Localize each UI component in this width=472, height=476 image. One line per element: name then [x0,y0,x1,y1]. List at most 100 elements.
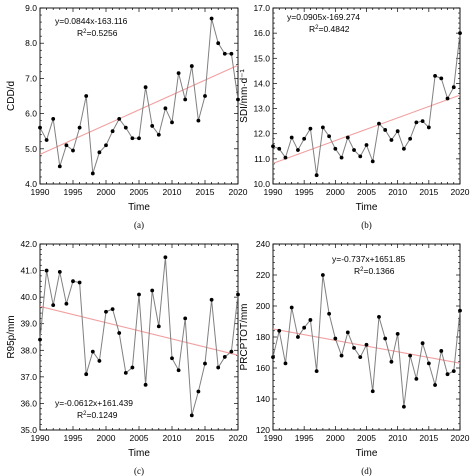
y-tick-label: 39.0 [20,319,37,329]
data-point [289,135,294,140]
data-point [163,255,168,260]
y-tick-label: 42.0 [20,239,37,249]
data-point [451,85,456,90]
data-point [339,155,344,160]
trend-line [39,305,239,356]
data-point [156,324,161,329]
x-tick-label: 2000 [97,187,116,197]
data-point [408,353,413,358]
data-point [123,125,128,130]
data-point [183,316,188,321]
x-tick-label: 2020 [451,433,470,443]
data-point [104,309,108,314]
data-point [277,146,282,151]
data-point [395,332,400,336]
data-point [150,124,155,128]
plot-frame [39,243,239,431]
y-tick-label: 14.0 [253,78,270,88]
data-point [150,288,155,293]
plot-frame [272,7,461,185]
x-tick-label: 1995 [295,187,314,197]
y-tick-label: 38.0 [20,345,37,355]
data-point [364,342,369,347]
data-point [183,97,188,102]
y-tick-label: 11.0 [254,154,270,164]
data-point [137,136,141,141]
x-tick-label: 2005 [130,433,149,443]
data-point [38,337,42,342]
data-point [137,292,141,297]
data-point [156,132,161,137]
panel-label: (b) [361,220,372,230]
data-point [364,143,369,147]
x-tick-label: 2005 [357,433,376,443]
y-tick-label: 4.0 [25,179,37,189]
data-point [51,116,56,121]
data-point [302,325,307,330]
data-point [123,370,128,375]
data-point [77,125,82,130]
x-tick-label: 2015 [419,433,438,443]
data-point [117,331,122,335]
data-point [302,136,307,141]
data-point [104,143,108,148]
x-tick-label: 1990 [31,187,50,197]
data-point [209,16,214,21]
x-tick-label: 2010 [388,187,407,197]
x-tick-label: 2015 [419,187,438,197]
data-point [345,330,350,335]
y-tick-label: 6.0 [25,109,37,119]
data-point [117,116,122,121]
data-point [130,365,135,370]
data-point [196,389,201,394]
x-tick-label: 2020 [229,433,248,443]
data-point [143,85,148,90]
data-point [327,311,331,316]
y-tick-label: 7.0 [25,73,37,83]
data-point [439,349,444,353]
data-point [426,361,431,366]
data-point [216,41,221,46]
y-tick-label: 180 [256,332,270,342]
data-point [289,305,294,310]
y-tick-label: 120 [256,425,270,435]
x-tick-label: 1990 [31,433,50,443]
x-tick-label: 2000 [326,433,345,443]
data-point [352,345,356,350]
data-point [90,171,95,176]
data-point [77,280,82,285]
x-tick-label: 2000 [326,187,345,197]
panel-label: (c) [134,466,144,476]
data-point [308,126,313,131]
data-point [408,136,413,141]
data-point [170,356,174,361]
data-point [389,359,394,364]
data-point [57,270,62,274]
data-point [203,361,207,366]
y-axis-title: SDI/mm·d⁻¹ [239,69,250,123]
data-point [389,138,394,142]
y-tick-label: 220 [256,270,270,280]
data-point [57,164,62,169]
data-point [229,51,234,56]
y-tick-label: 41.0 [20,266,37,276]
data-point [176,71,181,76]
y-tick-label: 9.0 [25,3,37,13]
data-point [358,154,363,159]
r-squared: R2=0.1366 [354,266,395,276]
y-axis-title: R95p/mm [6,315,17,358]
data-point [143,382,148,387]
x-tick-label: 2010 [388,433,407,443]
chart-panel-b: 1990 1995 2000 2005 2010 2015 2020 10.0 11.0 12.0… [239,3,470,230]
data-point [420,341,425,346]
data-point [38,125,42,130]
y-axis-title: PRCPTOT/mm [239,303,250,370]
data-point [433,383,437,387]
r-squared: R2=0.4842 [309,24,350,34]
data-point [84,372,89,377]
data-point [395,129,400,134]
data-point [320,125,325,130]
data-point [314,173,319,178]
data-point [314,369,319,373]
